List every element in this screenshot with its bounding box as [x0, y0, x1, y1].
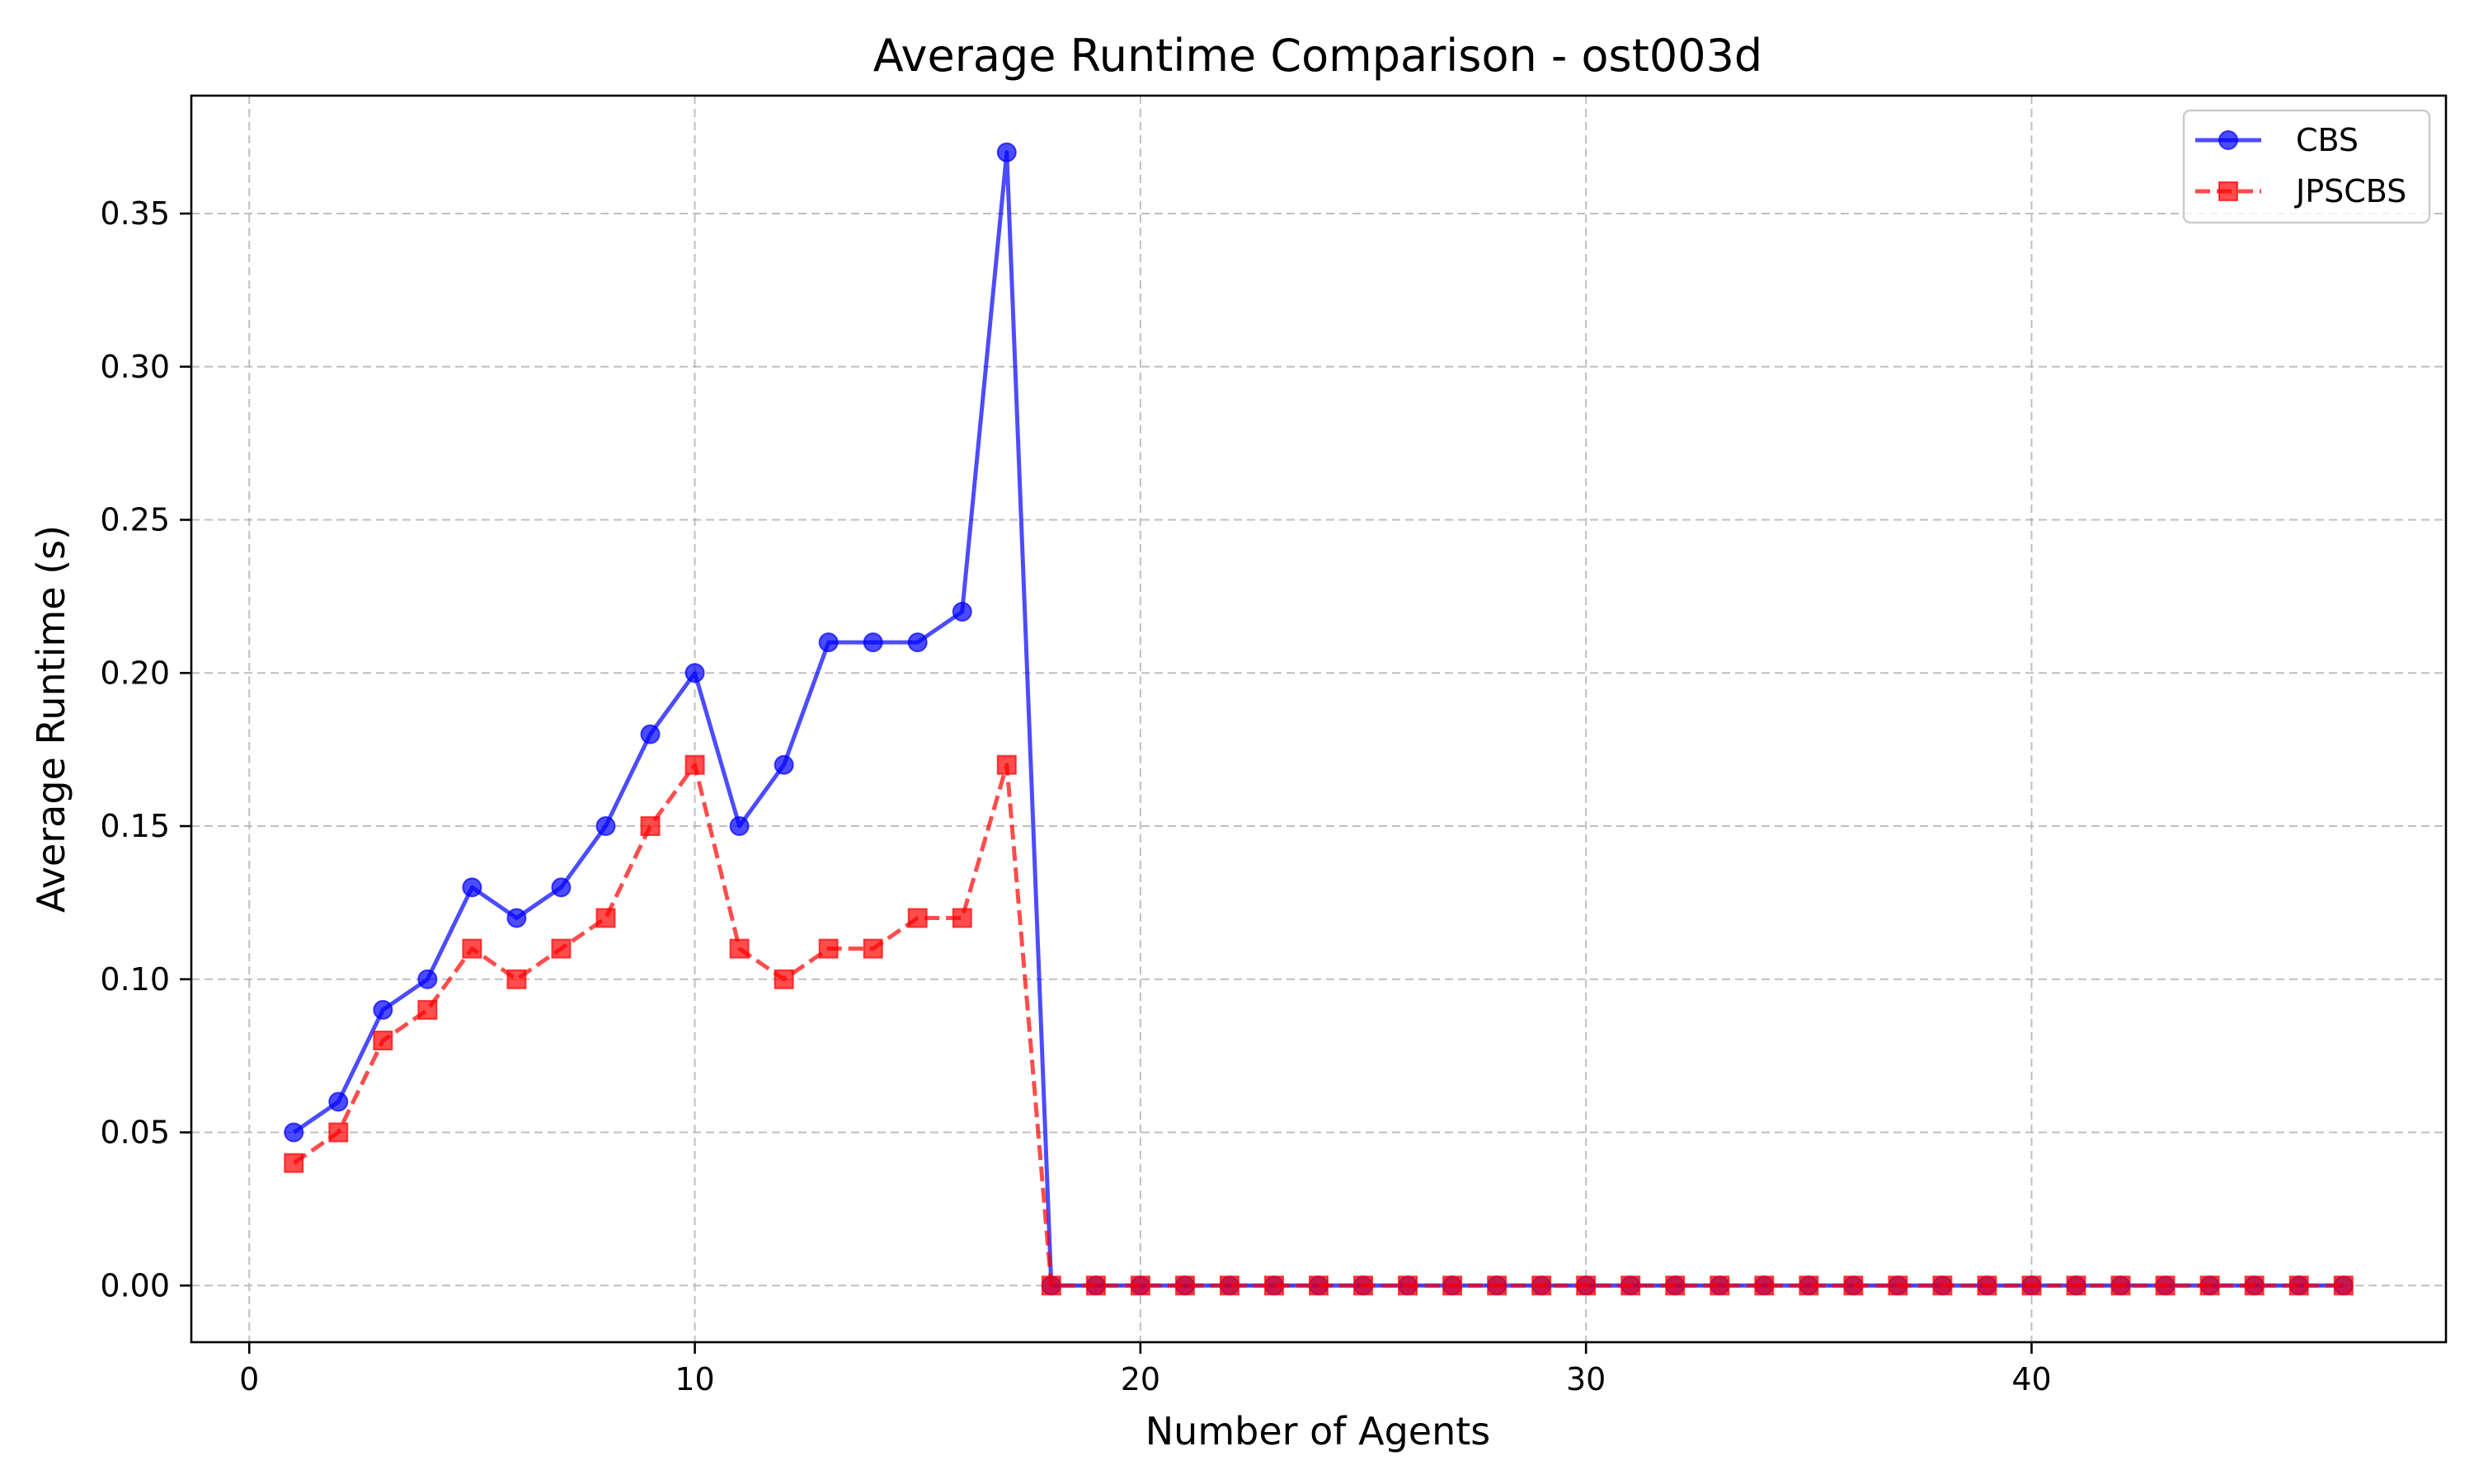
data-point-jpscbs: [1041, 1275, 1061, 1296]
series-cbs: [284, 142, 2354, 1296]
data-point-jpscbs: [640, 816, 661, 837]
data-point-jpscbs: [1398, 1275, 1418, 1296]
data-point-cbs: [417, 969, 438, 989]
data-point-jpscbs: [595, 908, 616, 928]
y-tick-label: 0.35: [100, 195, 170, 232]
data-point-jpscbs: [1130, 1275, 1150, 1296]
legend: CBS JPSCBS: [2182, 109, 2431, 224]
data-point-jpscbs: [1888, 1275, 1908, 1296]
data-point-cbs: [684, 663, 705, 683]
data-point-jpscbs: [462, 938, 482, 959]
data-point-jpscbs: [1620, 1275, 1641, 1296]
data-point-jpscbs: [1754, 1275, 1775, 1296]
data-point-cbs: [284, 1122, 304, 1143]
y-axis-label: Average Runtime (s): [29, 525, 73, 913]
data-point-jpscbs: [284, 1153, 304, 1173]
data-point-jpscbs: [1665, 1275, 1686, 1296]
legend-marker-cbs: [2218, 130, 2238, 150]
legend-marker-jpscbs: [2218, 181, 2238, 201]
data-point-jpscbs: [952, 908, 972, 928]
data-point-jpscbs: [774, 969, 794, 989]
data-point-jpscbs: [818, 938, 839, 959]
data-point-jpscbs: [1843, 1275, 1864, 1296]
data-point-jpscbs: [2199, 1275, 2220, 1296]
data-point-jpscbs: [1174, 1275, 1195, 1296]
x-tick-label: 30: [1566, 1361, 1606, 1397]
x-tick-label: 20: [1121, 1361, 1160, 1397]
data-point-jpscbs: [373, 1031, 393, 1051]
data-point-jpscbs: [1442, 1275, 1463, 1296]
legend-label-cbs: CBS: [2296, 122, 2359, 158]
y-tick-label: 0.10: [100, 961, 170, 998]
data-point-cbs: [462, 877, 482, 898]
data-point-jpscbs: [1085, 1275, 1106, 1296]
data-point-jpscbs: [2288, 1275, 2309, 1296]
series-layer: [284, 142, 2354, 1296]
y-tick-label: 0.30: [100, 349, 170, 385]
data-point-jpscbs: [2333, 1275, 2354, 1296]
data-point-jpscbs: [506, 969, 527, 989]
data-point-cbs: [373, 999, 393, 1020]
legend-label-jpscbs: JPSCBS: [2294, 173, 2406, 209]
data-point-jpscbs: [2155, 1275, 2175, 1296]
data-point-jpscbs: [1219, 1275, 1239, 1296]
chart-title: Average Runtime Comparison - ost003d: [873, 30, 1762, 82]
y-tick-label: 0.25: [100, 502, 170, 538]
data-point-jpscbs: [1487, 1275, 1507, 1296]
data-point-cbs: [952, 601, 972, 622]
data-point-jpscbs: [551, 938, 571, 959]
series-line-jpscbs: [292, 763, 2344, 1288]
data-point-jpscbs: [328, 1122, 349, 1143]
y-tick-label: 0.05: [100, 1115, 170, 1151]
y-tick-label: 0.15: [100, 808, 170, 844]
data-point-cbs: [729, 816, 750, 837]
data-point-jpscbs: [729, 938, 750, 959]
data-point-jpscbs: [1309, 1275, 1329, 1296]
data-point-jpscbs: [1977, 1275, 1997, 1296]
data-point-jpscbs: [1353, 1275, 1374, 1296]
series-jpscbs: [284, 754, 2354, 1296]
data-point-cbs: [551, 877, 571, 898]
data-point-cbs: [506, 908, 527, 928]
data-point-jpscbs: [1531, 1275, 1552, 1296]
x-tick-label: 10: [675, 1361, 714, 1397]
x-tick-label: 0: [239, 1361, 259, 1397]
data-point-cbs: [640, 724, 661, 744]
x-tick-label: 40: [2011, 1361, 2051, 1397]
data-point-jpscbs: [2244, 1275, 2265, 1296]
data-point-jpscbs: [1799, 1275, 1819, 1296]
y-tick-label: 0.20: [100, 655, 170, 691]
series-line-cbs: [292, 150, 2344, 1288]
data-point-jpscbs: [863, 938, 883, 959]
data-point-jpscbs: [907, 908, 928, 928]
axis-ticks: 0 10 20 30 40 0.00 0.05 0.10 0.15 0.20 0.25 0.30 0.3…: [100, 195, 2051, 1397]
data-point-jpscbs: [2110, 1275, 2131, 1296]
data-point-jpscbs: [1932, 1275, 1953, 1296]
data-point-jpscbs: [1576, 1275, 1597, 1296]
data-point-cbs: [328, 1092, 349, 1112]
data-point-jpscbs: [1710, 1275, 1730, 1296]
y-tick-label: 0.00: [100, 1267, 170, 1303]
data-point-cbs: [996, 142, 1017, 162]
data-point-cbs: [774, 754, 794, 775]
data-point-jpscbs: [417, 999, 438, 1020]
grid-lines: [191, 96, 2446, 1342]
data-point-jpscbs: [1263, 1275, 1284, 1296]
data-point-jpscbs: [2021, 1275, 2042, 1296]
data-point-jpscbs: [684, 754, 705, 775]
data-point-cbs: [595, 816, 616, 837]
data-point-cbs: [907, 632, 928, 653]
x-axis-label: Number of Agents: [1145, 1409, 1491, 1453]
data-point-jpscbs: [2066, 1275, 2086, 1296]
data-point-jpscbs: [996, 754, 1017, 775]
data-point-cbs: [863, 632, 883, 653]
data-point-cbs: [818, 632, 839, 653]
plot-area-frame: [190, 94, 2448, 1344]
